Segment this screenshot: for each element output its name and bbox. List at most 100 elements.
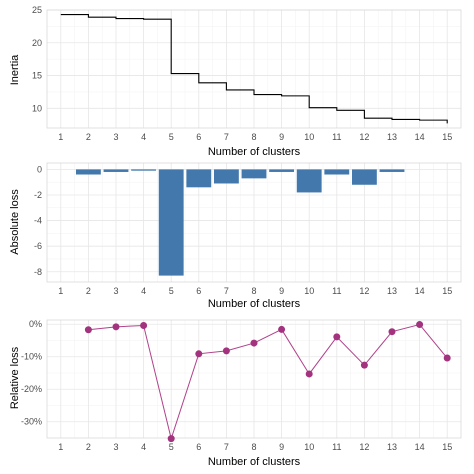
inertia-panel-border [46,9,462,129]
absolute-loss-x-tick-label: 13 [387,286,397,296]
relative-loss-y-tick-label: -30% [21,417,42,427]
relative-loss-x-tick-label: 15 [442,442,452,452]
relative-loss-marks [84,321,451,443]
absolute-loss-bar [103,169,129,172]
absolute-loss-bar [75,169,101,175]
relative-loss-x-ticks: 1 2 3 4 5 6 7 8 9 10 11 12 13 14 15 [58,442,452,452]
inertia-x-tick-label: 15 [442,132,452,142]
relative-loss-x-tick-label: 11 [332,442,341,452]
relative-loss-point [140,322,148,330]
relative-loss-x-tick-label: 7 [224,442,229,452]
absolute-loss-y-ticks: 0 -2 -4 -6 -8 [34,164,42,276]
relative-loss-y-tick-label: -20% [21,384,42,394]
relative-loss-point [112,323,120,331]
absolute-loss-x-tick-label: 11 [332,286,341,296]
inertia-x-ticks: 1 2 3 4 5 6 7 8 9 10 11 12 13 14 15 [58,132,452,142]
relative-loss-x-tick-label: 13 [387,442,397,452]
absolute-loss-bar [324,169,350,175]
inertia-x-tick-label: 4 [141,132,146,142]
relative-loss-point [195,350,203,358]
inertia-x-tick-label: 6 [196,132,201,142]
absolute-loss-y-tick-label: -8 [34,267,42,277]
absolute-loss-bar [131,169,157,171]
relative-loss-x-tick-label: 4 [141,442,146,452]
inertia-y-tick-label: 20 [32,38,42,48]
inertia-x-tick-label: 12 [359,132,369,142]
absolute-loss-x-tick-label: 8 [251,286,256,296]
absolute-loss-x-tick-label: 12 [359,286,369,296]
inertia-x-tick-label: 11 [332,132,341,142]
inertia-grid [47,9,461,128]
absolute-loss-y-tick-label: 0 [37,164,42,174]
inertia-y-tick-label: 15 [32,71,42,81]
absolute-loss-bar [186,169,212,188]
relative-loss-x-tick-label: 2 [86,442,91,452]
absolute-loss-x-tick-label: 9 [279,286,284,296]
absolute-loss-x-ticks: 1 2 3 4 5 6 7 8 9 10 11 12 13 14 15 [58,286,452,296]
absolute-loss-x-tick-label: 14 [415,286,425,296]
relative-loss-point [388,328,396,336]
absolute-loss-y-axis-title: Absolute loss [9,189,21,255]
absolute-loss-x-tick-label: 1 [58,286,63,296]
relative-loss-point [84,326,92,334]
absolute-loss-y-tick-label: -2 [34,190,42,200]
relative-loss-y-tick-label: -10% [21,352,42,362]
relative-loss-point [443,354,451,362]
relative-loss-y-tick-label: 0% [29,319,42,329]
absolute-loss-x-tick-label: 6 [196,286,201,296]
relative-loss-grid [47,320,461,438]
relative-loss-panel-border [46,319,462,439]
relative-loss-line [88,323,448,441]
inertia-x-tick-label: 14 [415,132,425,142]
relative-loss-point [360,361,368,369]
absolute-loss-bar [351,169,377,185]
absolute-loss-bar [379,169,405,172]
absolute-loss-bar [213,169,239,184]
inertia-x-tick-label: 2 [86,132,91,142]
relative-loss-x-tick-label: 12 [359,442,369,452]
absolute-loss-bar [296,169,322,193]
absolute-loss-panel: 0-2-4-6-8 1 2 3 4 5 6 7 8 9 10 11 12 13 14 15 Number o… [9,162,462,310]
relative-loss-x-axis-title: Number of clusters [208,456,301,468]
relative-loss-point [278,325,286,333]
relative-loss-x-tick-label: 5 [169,442,174,452]
relative-loss-x-tick-label: 1 [58,442,63,452]
inertia-x-axis-title: Number of clusters [208,146,301,158]
absolute-loss-marks [75,169,405,276]
relative-loss-x-tick-label: 14 [415,442,425,452]
absolute-loss-x-tick-label: 7 [224,286,229,296]
absolute-loss-x-tick-label: 15 [442,286,452,296]
relative-loss-point [333,333,341,341]
relative-loss-x-tick-label: 8 [251,442,256,452]
relative-loss-y-axis-title: Relative loss [9,346,21,409]
absolute-loss-grid [47,163,461,282]
absolute-loss-x-axis-title: Number of clusters [208,298,301,310]
relative-loss-x-tick-label: 6 [196,442,201,452]
absolute-loss-x-tick-label: 3 [113,286,118,296]
relative-loss-point [250,339,258,347]
absolute-loss-x-tick-label: 10 [304,286,314,296]
inertia-x-tick-label: 1 [58,132,63,142]
inertia-marks [60,14,448,124]
inertia-y-tick-label: 25 [32,5,42,15]
relative-loss-point [222,347,230,355]
absolute-loss-x-tick-label: 5 [169,286,174,296]
absolute-loss-panel-border [46,162,462,283]
absolute-loss-x-tick-label: 2 [86,286,91,296]
relative-loss-point [305,370,313,378]
relative-loss-point [416,321,424,329]
inertia-x-tick-label: 8 [251,132,256,142]
absolute-loss-y-tick-label: -6 [34,241,42,251]
inertia-x-tick-label: 5 [169,132,174,142]
relative-loss-x-tick-label: 10 [304,442,314,452]
inertia-step-line [60,14,448,124]
inertia-y-ticks: 10 15 20 25 [32,5,42,113]
absolute-loss-bar [269,169,295,172]
absolute-loss-y-tick-label: -4 [34,216,42,226]
inertia-x-tick-label: 10 [304,132,314,142]
relative-loss-x-tick-label: 9 [279,442,284,452]
inertia-y-axis-title: Inertia [9,54,21,85]
inertia-y-tick-label: 10 [32,103,42,113]
